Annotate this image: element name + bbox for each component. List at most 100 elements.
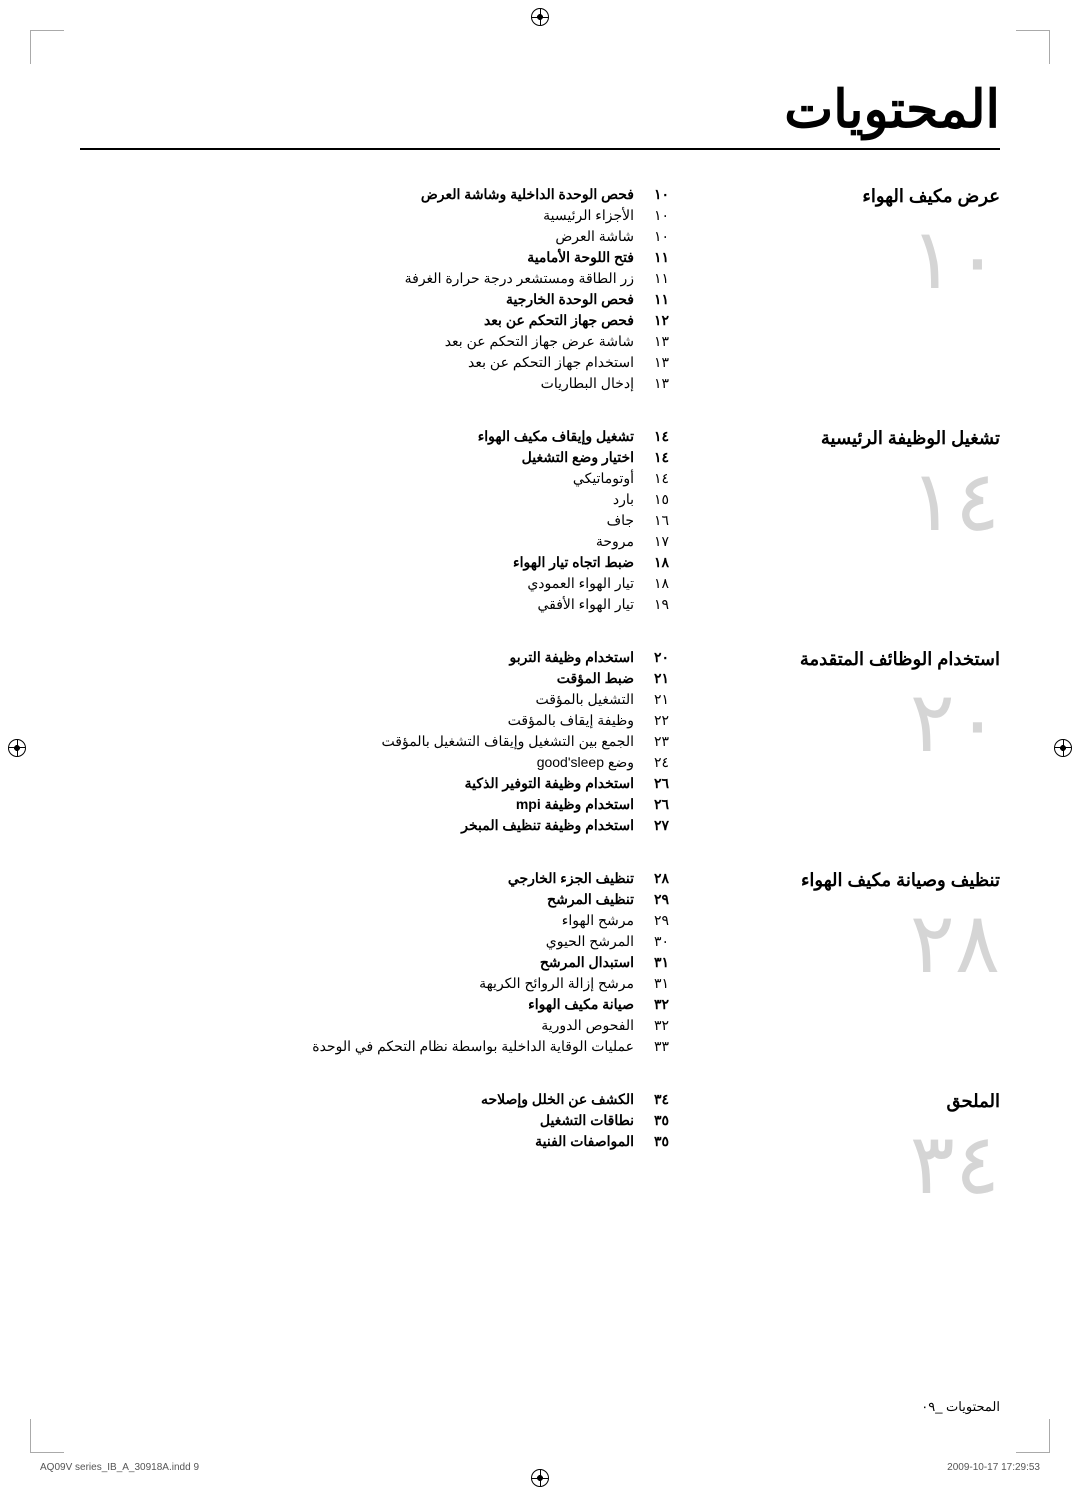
toc-sections: عرض مكيف الهواء١٠١٠فحص الوحدة الداخلية و… <box>80 186 1000 1206</box>
section-title: الملحق <box>680 1091 1000 1112</box>
toc-section: استخدام الوظائف المتقدمة ٢٠٢٠استخدام وظيف… <box>80 649 1000 838</box>
section-entries: ١٠فحص الوحدة الداخلية وشاشة العرض١٠الأجز… <box>80 186 680 396</box>
toc-entry-page: ١٣ <box>640 354 680 371</box>
page-footer: المحتويات _٠٩ <box>921 1399 1000 1415</box>
section-title: استخدام الوظائف المتقدمة <box>680 649 1000 670</box>
toc-entry: ٢٢وظيفة إيقاف بالمؤقت <box>80 712 680 729</box>
toc-entry-text: تيار الهواء العمودي <box>80 575 640 592</box>
toc-entry: ١٥بارد <box>80 491 680 508</box>
toc-entry: ٣٢الفحوص الدورية <box>80 1017 680 1034</box>
toc-entry-text: مروحة <box>80 533 640 550</box>
toc-entry: ٢٧استخدام وظيفة تنظيف المبخر <box>80 817 680 834</box>
toc-entry: ١٤أوتوماتيكي <box>80 470 680 487</box>
toc-entry: ٢١ضبط المؤقت <box>80 670 680 687</box>
toc-entry-page: ١٥ <box>640 491 680 508</box>
toc-entry-page: ١٤ <box>640 428 680 445</box>
toc-entry: ٣٣عمليات الوقاية الداخلية بواسطة نظام ال… <box>80 1038 680 1055</box>
toc-entry-text: زر الطاقة ومستشعر درجة حرارة الغرفة <box>80 270 640 287</box>
toc-entry-text: فحص الوحدة الخارجية <box>80 291 640 308</box>
registration-mark-left <box>8 739 26 757</box>
toc-entry: ١٩تيار الهواء الأفقي <box>80 596 680 613</box>
toc-entry-page: ٣١ <box>640 954 680 971</box>
toc-entry: ٣٤الكشف عن الخلل وإصلاحه <box>80 1091 680 1108</box>
toc-entry: ١٣إدخال البطاريات <box>80 375 680 392</box>
toc-entry-page: ٢٢ <box>640 712 680 729</box>
toc-entry-text: استخدام جهاز التحكم عن بعد <box>80 354 640 371</box>
toc-entry: ٢٠استخدام وظيفة التربو <box>80 649 680 666</box>
toc-entry-page: ٢٤ <box>640 754 680 771</box>
toc-entry-page: ١٠ <box>640 228 680 245</box>
section-page-number: ١٤ <box>680 459 1000 543</box>
section-entries: ٢٠استخدام وظيفة التربو ٢١ضبط المؤقت ٢١التش… <box>80 649 680 838</box>
toc-entry-page: ٣٢ <box>640 996 680 1013</box>
toc-entry-page: ٢٦ <box>640 775 680 792</box>
section-entries: ١٤تشغيل وإيقاف مكيف الهواء١٤اختيار وضع ا… <box>80 428 680 617</box>
toc-entry-page: ٢٦ <box>640 796 680 813</box>
section-header: استخدام الوظائف المتقدمة ٢٠ <box>680 649 1000 838</box>
print-timestamp: 2009-10-17 17:29:53 <box>947 1462 1040 1473</box>
toc-entry-page: ٣٥ <box>640 1133 680 1150</box>
toc-entry-page: ٢٩ <box>640 912 680 929</box>
section-header: تنظيف وصيانة مكيف الهواء ٢٨ <box>680 870 1000 1059</box>
toc-entry: ٣١مرشح إزالة الروائح الكريهة <box>80 975 680 992</box>
toc-entry: ١٠الأجزاء الرئيسية <box>80 207 680 224</box>
toc-entry-text: استخدام وظيفة التربو <box>80 649 640 666</box>
toc-entry-page: ١٩ <box>640 596 680 613</box>
toc-entry-page: ١٢ <box>640 312 680 329</box>
section-entries: ٢٨تنظيف الجزء الخارجي٢٩تنظيف المرشح٢٩مرش… <box>80 870 680 1059</box>
print-footer: AQ09V series_IB_A_30918A.indd 9 2009-10-… <box>40 1462 1040 1473</box>
toc-entry-text: تنظيف المرشح <box>80 891 640 908</box>
toc-entry-page: ٢٣ <box>640 733 680 750</box>
toc-entry-text: اختيار وضع التشغيل <box>80 449 640 466</box>
toc-entry: ٢١التشغيل بالمؤقت <box>80 691 680 708</box>
toc-entry-page: ١١ <box>640 291 680 308</box>
toc-entry: ١٢فحص جهاز التحكم عن بعد <box>80 312 680 329</box>
section-title: تشغيل الوظيفة الرئيسية <box>680 428 1000 449</box>
crop-mark <box>1016 30 1050 64</box>
toc-entry: ٣٥المواصفات الفنية <box>80 1133 680 1150</box>
toc-section: عرض مكيف الهواء١٠١٠فحص الوحدة الداخلية و… <box>80 186 1000 396</box>
toc-entry: ١٣شاشة عرض جهاز التحكم عن بعد <box>80 333 680 350</box>
toc-entry-text: أوتوماتيكي <box>80 470 640 487</box>
toc-entry-page: ١١ <box>640 270 680 287</box>
toc-entry-text: فتح اللوحة الأمامية <box>80 249 640 266</box>
toc-entry-text: مرشح إزالة الروائح الكريهة <box>80 975 640 992</box>
toc-entry-text: فحص الوحدة الداخلية وشاشة العرض <box>80 186 640 203</box>
toc-entry: ١٧مروحة <box>80 533 680 550</box>
section-page-number: ١٠ <box>680 217 1000 301</box>
toc-entry: ٢٨تنظيف الجزء الخارجي <box>80 870 680 887</box>
toc-entry-page: ١٤ <box>640 470 680 487</box>
section-header: عرض مكيف الهواء ١٠ <box>680 186 1000 396</box>
toc-entry-page: ٢٨ <box>640 870 680 887</box>
toc-entry-text: وظيفة إيقاف بالمؤقت <box>80 712 640 729</box>
page-title: المحتويات <box>80 80 1000 150</box>
toc-entry-page: ١٨ <box>640 554 680 571</box>
section-page-number: ٢٠ <box>680 680 1000 764</box>
toc-entry-text: استخدام وظيفة تنظيف المبخر <box>80 817 640 834</box>
toc-entry: ١١فحص الوحدة الخارجية <box>80 291 680 308</box>
toc-entry: ١٨ضبط اتجاه تيار الهواء <box>80 554 680 571</box>
toc-entry-page: ١٠ <box>640 207 680 224</box>
toc-entry-text: بارد <box>80 491 640 508</box>
toc-entry: ١٠شاشة العرض <box>80 228 680 245</box>
toc-entry-text: استخدام وظيفة التوفير الذكية <box>80 775 640 792</box>
toc-entry: ١٣استخدام جهاز التحكم عن بعد <box>80 354 680 371</box>
crop-mark <box>30 30 64 64</box>
section-title: عرض مكيف الهواء <box>680 186 1000 207</box>
toc-entry: ١٤تشغيل وإيقاف مكيف الهواء <box>80 428 680 445</box>
toc-entry: ٢٦استخدام وظيفة mpi <box>80 796 680 813</box>
toc-entry-text: مرشح الهواء <box>80 912 640 929</box>
section-title: تنظيف وصيانة مكيف الهواء <box>680 870 1000 891</box>
section-page-number: ٢٨ <box>680 901 1000 985</box>
toc-entry-text: نطاقات التشغيل <box>80 1112 640 1129</box>
toc-entry-text: إدخال البطاريات <box>80 375 640 392</box>
toc-entry-text: الأجزاء الرئيسية <box>80 207 640 224</box>
toc-entry: ٣٢صيانة مكيف الهواء <box>80 996 680 1013</box>
toc-entry: ١١زر الطاقة ومستشعر درجة حرارة الغرفة <box>80 270 680 287</box>
toc-entry-page: ١٨ <box>640 575 680 592</box>
print-file-info: AQ09V series_IB_A_30918A.indd 9 <box>40 1462 199 1473</box>
toc-entry: ١٨تيار الهواء العمودي <box>80 575 680 592</box>
toc-entry-text: شاشة العرض <box>80 228 640 245</box>
section-entries: ٣٤الكشف عن الخلل وإصلاحه ٣٥نطاقات التشغيل… <box>80 1091 680 1206</box>
toc-entry-text: ضبط اتجاه تيار الهواء <box>80 554 640 571</box>
